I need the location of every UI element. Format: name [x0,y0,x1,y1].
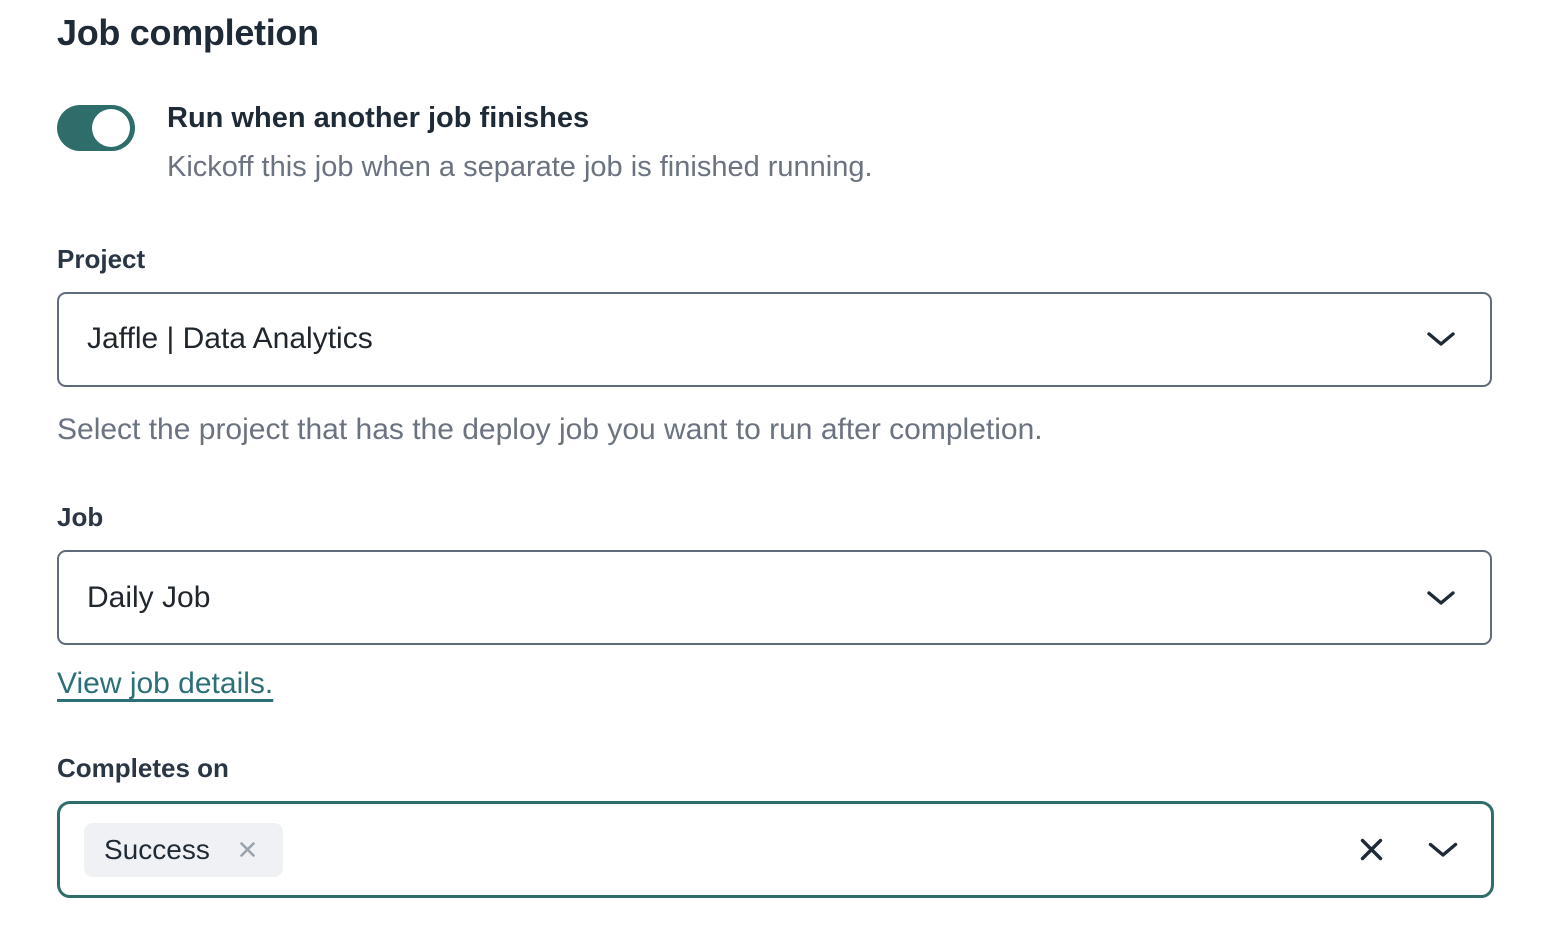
run-when-toggle-row: Run when another job finishes Kickoff th… [57,100,1492,186]
chevron-down-icon[interactable] [1427,840,1459,859]
project-selected-value: Jaffle | Data Analytics [87,322,373,355]
completes-on-multiselect[interactable]: Success [57,801,1494,898]
tag-label: Success [104,833,210,865]
job-field-group: Job Daily Job View job details. [57,502,1492,701]
toggle-label: Run when another job finishes [167,102,590,134]
project-select[interactable]: Jaffle | Data Analytics [57,291,1492,387]
chevron-down-icon[interactable] [1426,589,1456,607]
project-label: Project [57,243,146,274]
project-field-group: Project Jaffle | Data Analytics Select t… [57,244,1492,449]
project-helper-text: Select the project that has the deploy j… [57,412,1043,446]
toggle-text-block: Run when another job finishes Kickoff th… [167,100,873,186]
toggle-knob [92,109,130,147]
completes-on-field-group: Completes on Success [57,753,1494,898]
completes-on-label: Completes on [57,753,229,783]
job-select[interactable]: Daily Job [57,550,1492,645]
chevron-down-icon[interactable] [1426,330,1456,348]
job-label: Job [57,502,104,532]
page-title: Job completion [57,12,319,53]
multiselect-controls [1358,836,1459,863]
clear-all-icon[interactable] [1358,836,1385,863]
job-selected-value: Daily Job [87,580,211,614]
toggle-description: Kickoff this job when a separate job is … [167,151,873,184]
run-when-toggle[interactable] [57,105,135,151]
selected-tag-success: Success [84,822,283,877]
view-job-details-link[interactable]: View job details. [57,667,274,700]
tag-remove-icon[interactable] [238,840,257,859]
